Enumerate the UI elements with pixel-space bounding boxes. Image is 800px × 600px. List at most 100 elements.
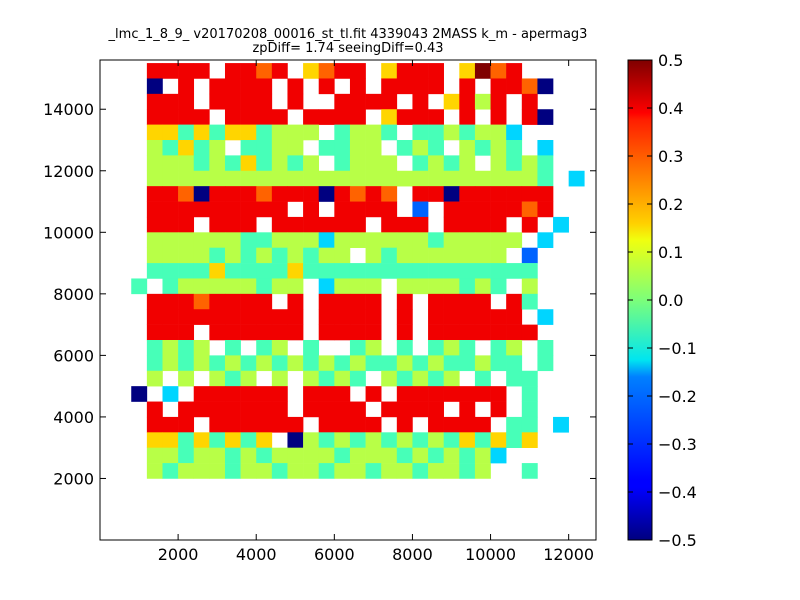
heatmap-cell (443, 216, 460, 233)
heatmap-cell (178, 170, 195, 187)
heatmap-cell (162, 201, 179, 218)
heatmap-cell (381, 463, 398, 479)
heatmap-cell (349, 140, 366, 156)
heatmap-cell (209, 140, 226, 156)
heatmap-cell (459, 232, 476, 248)
heatmap-cell (396, 432, 413, 448)
heatmap-cell (271, 63, 288, 79)
heatmap-cell (490, 386, 507, 402)
heatmap-cell (256, 63, 273, 79)
heatmap-cell (256, 309, 273, 325)
heatmap-cell (334, 232, 351, 248)
heatmap-cell (146, 232, 163, 248)
heatmap-cell (459, 447, 476, 464)
heatmap-cell (506, 186, 523, 202)
heatmap-cell (365, 340, 382, 356)
heatmap-cell (271, 140, 288, 156)
heatmap-cell (146, 155, 163, 172)
heatmap-cell (224, 278, 241, 295)
heatmap-cell (428, 386, 444, 402)
colorbar-tick-label: −0.4 (658, 483, 697, 502)
heatmap-cell (318, 386, 335, 402)
heatmap-cell (412, 201, 429, 218)
heatmap-cell (490, 232, 507, 248)
heatmap-cell (178, 447, 195, 464)
heatmap-cell (303, 340, 320, 356)
heatmap-cell (256, 293, 273, 310)
heatmap-cell (224, 186, 241, 202)
heatmap-cell (428, 432, 444, 448)
heatmap-cell (365, 447, 382, 464)
heatmap-cell (349, 186, 366, 202)
heatmap-cell (178, 93, 195, 110)
heatmap-cell (412, 186, 429, 202)
heatmap-cell (365, 278, 382, 295)
heatmap-cell (256, 432, 273, 448)
heatmap-cell (521, 370, 538, 387)
heatmap-cell (318, 140, 335, 156)
heatmap-cell (428, 463, 444, 479)
heatmap-cell (209, 293, 226, 310)
heatmap-cell (459, 247, 476, 264)
heatmap-cell (287, 324, 304, 341)
heatmap-cell (318, 463, 335, 479)
heatmap-cell (287, 124, 304, 141)
y-tick-label: 4000 (53, 408, 94, 427)
heatmap-cell (537, 78, 554, 95)
heatmap-cell (240, 355, 257, 372)
heatmap-cell (224, 386, 241, 402)
heatmap-cell (162, 232, 179, 248)
heatmap-cell (146, 263, 163, 279)
heatmap-cell (474, 232, 491, 248)
heatmap-cell (474, 247, 491, 264)
y-tick-label: 10000 (43, 223, 94, 242)
heatmap-cell (396, 386, 413, 402)
heatmap-cell (271, 447, 288, 464)
heatmap-cell (521, 201, 538, 218)
heatmap-cell (537, 309, 554, 325)
heatmap-cell (396, 109, 413, 125)
colorbar-tick-label: 0.1 (658, 243, 683, 262)
colorbar-ticks: 0.5 0.4 0.3 0.2 0.1 0.0 −0.1 −0.2 −0.3 −0.4 −0.5 (628, 51, 697, 550)
heatmap-cell (490, 278, 507, 295)
heatmap-cell (256, 140, 273, 156)
heatmap-cell (537, 340, 554, 356)
heatmap-cell (521, 293, 538, 310)
heatmap-cell (537, 140, 554, 156)
heatmap-cell (490, 401, 507, 418)
heatmap-cell (459, 401, 476, 418)
heatmap-cell (271, 278, 288, 295)
heatmap-cell (443, 355, 460, 372)
heatmap-cell (193, 401, 210, 418)
heatmap-cell (443, 370, 460, 387)
heatmap-cell (209, 78, 226, 95)
heatmap-cell (396, 401, 413, 418)
heatmap-cell (459, 140, 476, 156)
heatmap-cell (178, 340, 195, 356)
heatmap-cell (224, 293, 241, 310)
x-tick-label: 10000 (465, 545, 516, 564)
heatmap-cell (209, 93, 226, 110)
heatmap-cell (193, 140, 210, 156)
heatmap-cell (334, 324, 351, 341)
heatmap-cell (428, 78, 444, 95)
heatmap-cell (334, 140, 351, 156)
heatmap-cell (193, 432, 210, 448)
heatmap-cell (412, 170, 429, 187)
heatmap-cell (334, 309, 351, 325)
heatmap-cell (381, 263, 398, 279)
heatmap-cell (287, 416, 304, 433)
colorbar-tick-label: 0.4 (658, 99, 683, 118)
heatmap-cell (318, 370, 335, 387)
heatmap-cell (490, 355, 507, 372)
heatmap-cell (209, 232, 226, 248)
heatmap-cell (396, 447, 413, 464)
heatmap-cell (303, 109, 320, 125)
heatmap-cell (349, 216, 366, 233)
heatmap-cell (318, 78, 335, 95)
heatmap-cell (381, 63, 398, 79)
heatmap-cell (256, 93, 273, 110)
heatmap-cell (209, 447, 226, 464)
heatmap-cell (459, 309, 476, 325)
